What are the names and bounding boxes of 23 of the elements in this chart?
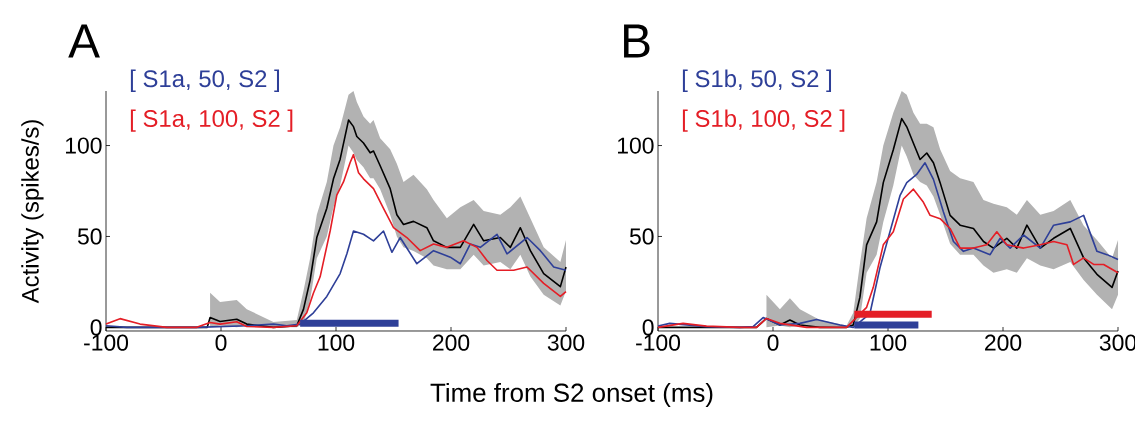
y-tick-label: 50 [629, 228, 654, 245]
x-tick-label: -100 [84, 334, 129, 351]
y-tick-label: 50 [77, 228, 102, 245]
y-tick-label: 100 [618, 137, 654, 154]
x-tick-label: 100 [318, 334, 355, 351]
x-tick-label: 0 [767, 334, 779, 351]
y-axis-title: Activity (spikes/s) [21, 120, 44, 304]
x-tick-label: 100 [870, 334, 907, 351]
text: [ S1b, 50, S2 ] [682, 69, 832, 92]
x-tick-label: 200 [433, 334, 470, 351]
text: [ S1a, 100, S2 ] [130, 109, 293, 132]
x-tick-label: 200 [985, 334, 1022, 351]
x-axis-title: Time from S2 onset (ms) [430, 382, 713, 408]
x-tick-label: 300 [547, 334, 585, 351]
text: [ S1b, 100, S2 ] [682, 109, 845, 132]
y-tick-label: 0 [642, 319, 654, 336]
x-tick-label: -100 [636, 334, 681, 351]
chart-title: A [68, 24, 100, 58]
chart-title: B [624, 24, 650, 58]
x-tick-label: 0 [215, 334, 227, 351]
text: [ S1a, 50, S2 ] [130, 69, 280, 92]
y-tick-label: 100 [66, 137, 102, 154]
y-tick-label: 0 [90, 319, 102, 336]
